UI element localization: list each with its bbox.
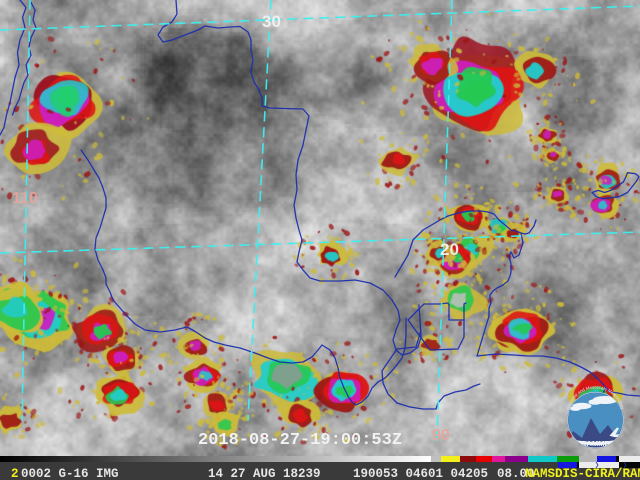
svg-text:NAMSDIS-CIRA/RAMM: NAMSDIS-CIRA/RAMM xyxy=(525,467,640,480)
svg-text:190053 04601 04205: 190053 04601 04205 xyxy=(353,467,488,480)
svg-text:110: 110 xyxy=(12,190,38,207)
svg-text:14 27 AUG 18239: 14 27 AUG 18239 xyxy=(208,467,321,480)
svg-text:30: 30 xyxy=(262,12,281,31)
svg-text:2018-08-27-19:00:53Z: 2018-08-27-19:00:53Z xyxy=(198,431,402,450)
svg-text:20: 20 xyxy=(440,240,459,259)
svg-text:0002 G-16 IMG: 0002 G-16 IMG xyxy=(21,467,119,480)
svg-text:90: 90 xyxy=(432,427,450,444)
svg-text:RAMMB: RAMMB xyxy=(581,439,610,448)
svg-text:2: 2 xyxy=(11,467,19,480)
